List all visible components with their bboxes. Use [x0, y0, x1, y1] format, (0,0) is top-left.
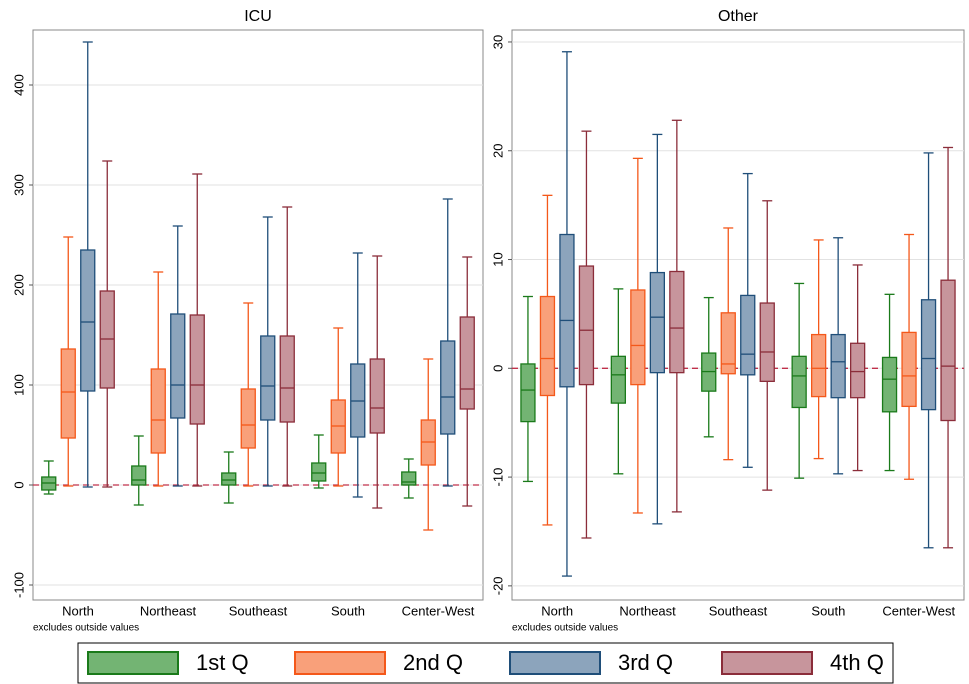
x-tick-label: Center-West: [882, 603, 955, 618]
box: [279, 335, 295, 423]
y-tick-label: 20: [490, 144, 505, 158]
note: excludes outside values: [512, 623, 618, 634]
x-tick-label: Southeast: [709, 603, 768, 618]
box: [578, 265, 595, 386]
y-tick-label: 200: [11, 274, 26, 296]
box: [440, 340, 456, 435]
box: [920, 299, 937, 411]
y-tick-label: -20: [490, 576, 505, 595]
x-tick-label: Center-West: [402, 603, 475, 618]
box: [240, 388, 256, 449]
box: [791, 355, 807, 409]
box: [630, 289, 646, 386]
legend-swatch: [509, 651, 601, 675]
y-tick-label: 300: [11, 174, 26, 196]
box: [221, 472, 237, 486]
legend-label: 2nd Q: [403, 650, 463, 675]
note: excludes outside values: [33, 623, 139, 634]
box: [520, 363, 536, 423]
x-tick-label: North: [541, 603, 573, 618]
box: [740, 294, 756, 376]
y-tick-label: 0: [490, 365, 505, 372]
panel-title: Other: [718, 8, 759, 25]
box: [610, 355, 626, 404]
box: [669, 270, 685, 374]
box: [401, 471, 417, 486]
box: [759, 302, 775, 383]
box: [60, 348, 76, 439]
box: [150, 368, 166, 454]
box: [901, 331, 917, 408]
box: [940, 279, 956, 422]
box: [311, 462, 327, 482]
legend-label: 3rd Q: [618, 650, 673, 675]
box: [131, 465, 147, 486]
x-tick-label: North: [62, 603, 94, 618]
y-tick-label: -100: [11, 572, 26, 598]
legend-label: 1st Q: [196, 650, 249, 675]
y-tick-label: 100: [11, 374, 26, 396]
box: [260, 335, 276, 421]
y-tick-label: 0: [11, 481, 26, 488]
box: [830, 333, 846, 399]
legend-swatch: [87, 651, 179, 675]
box: [850, 342, 866, 399]
box: [720, 312, 736, 375]
y-tick-label: 400: [11, 74, 26, 96]
legend-swatch: [721, 651, 813, 675]
box: [170, 313, 186, 419]
box: [559, 233, 575, 388]
x-tick-label: South: [331, 603, 365, 618]
box: [649, 271, 665, 374]
y-tick-label: 30: [490, 35, 505, 49]
box: [459, 316, 475, 410]
box: [881, 356, 898, 413]
x-tick-label: Northeast: [619, 603, 676, 618]
box: [189, 314, 205, 425]
legend-swatch: [294, 651, 386, 675]
panel-title: ICU: [244, 8, 272, 25]
x-tick-label: South: [811, 603, 845, 618]
x-tick-label: Southeast: [229, 603, 288, 618]
box: [539, 295, 556, 397]
box: [369, 358, 385, 434]
legend-label: 4th Q: [830, 650, 884, 675]
y-tick-label: -10: [490, 468, 505, 487]
x-tick-label: Northeast: [140, 603, 197, 618]
box: [811, 333, 827, 398]
box: [80, 249, 96, 392]
y-tick-label: 10: [490, 252, 505, 266]
